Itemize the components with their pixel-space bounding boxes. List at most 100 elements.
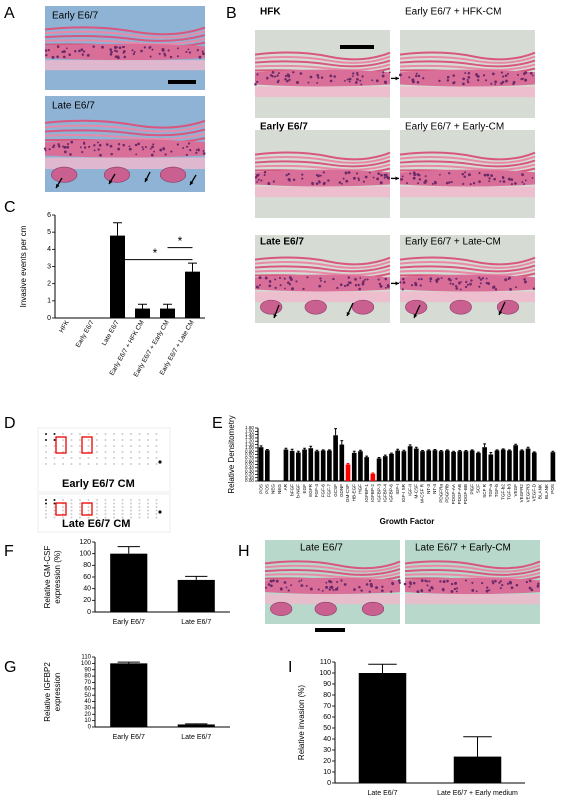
arrow-head: [413, 314, 418, 318]
error-bar: [340, 440, 344, 445]
blot-spot: [96, 516, 98, 519]
nucleus: [455, 590, 458, 593]
blot-spot: [113, 516, 115, 519]
nucleus: [69, 153, 72, 156]
nucleus: [475, 73, 478, 76]
scale-bar: [168, 80, 196, 84]
keratin-layer: [254, 256, 391, 266]
nucleus: [531, 177, 534, 179]
bar: [451, 451, 456, 481]
nucleus: [116, 50, 119, 53]
nucleus: [362, 180, 365, 183]
nucleus: [195, 151, 198, 155]
nucleus: [455, 285, 458, 288]
blot-spot: [96, 445, 98, 447]
nucleus: [299, 72, 303, 75]
x-tick-label: TGF-b: [494, 484, 499, 498]
nucleus: [322, 171, 325, 174]
invasive-nest: [159, 166, 187, 183]
nucleus: [362, 280, 365, 283]
nucleus: [332, 589, 335, 592]
error-bar: [433, 449, 437, 451]
keratin-layer: [399, 51, 536, 61]
nucleus: [315, 174, 318, 177]
nucleus: [300, 584, 303, 587]
nucleus: [512, 80, 516, 84]
error-bar: [476, 451, 480, 453]
blot-spot: [87, 439, 90, 441]
nucleus: [345, 179, 349, 183]
nucleus: [116, 56, 120, 60]
nucleus: [488, 180, 491, 183]
nucleus: [277, 72, 280, 75]
nucleus: [504, 74, 508, 77]
bar: [407, 446, 413, 481]
nucleus: [161, 48, 165, 52]
nucleus: [488, 177, 491, 180]
nucleus: [202, 152, 206, 155]
blot-spot: [62, 457, 64, 459]
error-bar: [309, 445, 313, 449]
x-tick-label: IGF-I: [395, 484, 400, 494]
nucleus: [465, 280, 468, 284]
blot-spot: [121, 516, 124, 519]
bar: [494, 450, 500, 481]
blot-spot: [53, 463, 56, 465]
nucleus: [424, 579, 427, 582]
nucleus: [424, 175, 427, 178]
nucleus: [144, 145, 147, 149]
nucleus: [114, 55, 118, 59]
nucleus: [417, 182, 420, 185]
error-bar: [470, 449, 474, 451]
nucleus: [421, 579, 424, 583]
nucleus: [80, 48, 84, 52]
nucleus: [381, 589, 384, 593]
nucleus: [62, 50, 66, 54]
nucleus: [428, 589, 431, 592]
nucleus: [492, 582, 495, 585]
nucleus: [336, 286, 339, 290]
nucleus: [359, 79, 362, 82]
nucleus: [329, 79, 333, 83]
nucleus: [150, 153, 154, 157]
nucleus: [440, 277, 443, 279]
nucleus: [453, 81, 456, 84]
stroma: [45, 157, 205, 170]
error-bar: [368, 663, 397, 673]
nucleus: [390, 590, 393, 593]
y-tick-label: 0.20: [245, 472, 254, 477]
blot-spot: [79, 463, 81, 465]
stroma: [255, 186, 390, 198]
keratin-layer: [44, 34, 206, 42]
nucleus: [301, 177, 304, 180]
arrow-head: [395, 76, 399, 81]
nucleus: [502, 75, 505, 78]
blot-spot: [121, 463, 124, 465]
nucleus: [485, 277, 488, 280]
blot-spot: [70, 506, 73, 508]
nucleus: [500, 580, 502, 583]
error-bar: [439, 450, 443, 452]
x-tick-label: IGFBP-3: [376, 484, 381, 502]
x-tick-label: VEGF-D: [531, 483, 536, 501]
blot-image: [37, 427, 171, 493]
bar: [258, 447, 264, 481]
nucleus: [274, 286, 277, 290]
nucleus: [384, 82, 387, 85]
keratin-layer: [264, 571, 401, 580]
nucleus: [78, 49, 81, 53]
nucleus: [520, 77, 523, 81]
highlight-box: [55, 436, 67, 454]
nucleus: [318, 181, 321, 184]
blot-spot: [53, 457, 56, 459]
x-tick-label: Late E6/7: [101, 319, 121, 347]
blot-spot: [53, 516, 56, 519]
nucleus: [464, 579, 467, 582]
keratin-layer: [404, 571, 541, 580]
nucleus: [346, 78, 349, 81]
x-tick-label: VEGFR3: [525, 484, 530, 503]
nucleus: [428, 580, 431, 583]
blot-spot: [87, 457, 90, 459]
nucleus: [528, 579, 532, 583]
blot-spot: [70, 516, 73, 519]
